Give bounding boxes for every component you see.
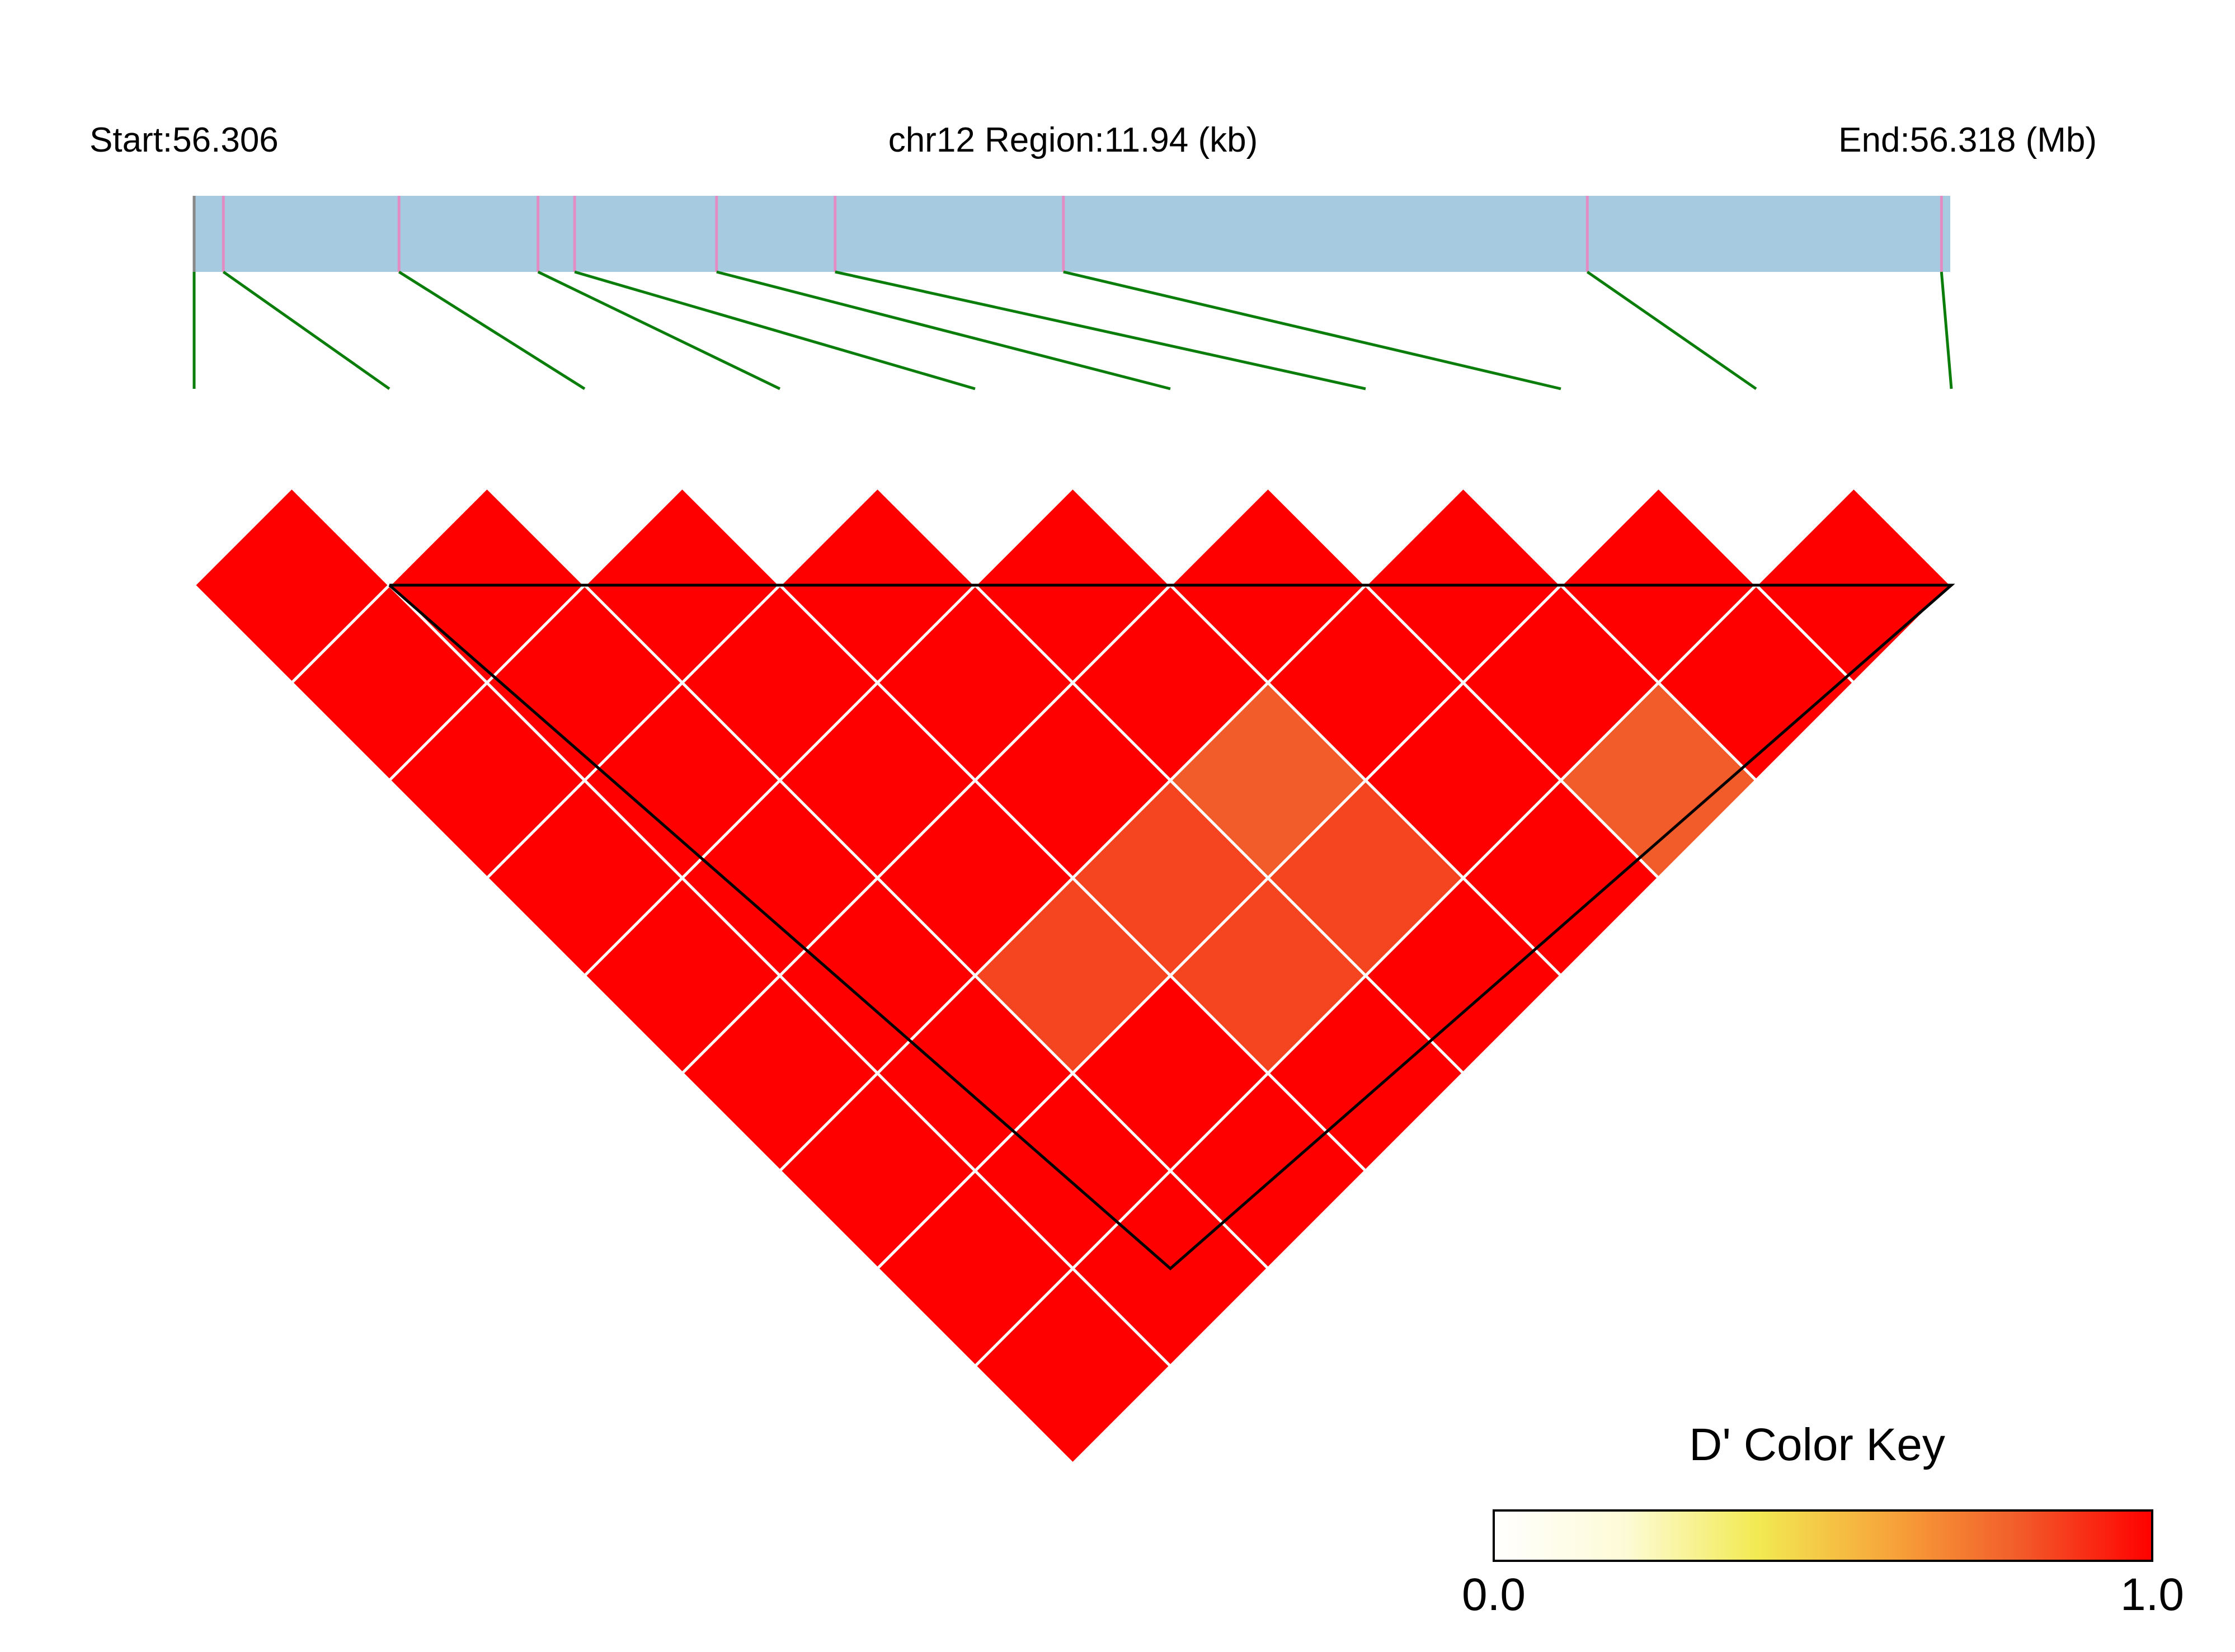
ld-cell <box>973 1266 1173 1466</box>
snp-connector <box>574 270 976 390</box>
snp-connector <box>398 270 586 390</box>
snp-connector <box>222 270 390 390</box>
region-title-label: chr12 Region:11.94 (kb) <box>888 121 1258 159</box>
region-end-label: End:56.318 (Mb) <box>1838 121 2097 159</box>
snp-connector <box>1940 271 1953 389</box>
snp-connector <box>1586 270 1757 390</box>
snp-ticks <box>192 196 1943 272</box>
snp-connector <box>835 270 1366 390</box>
snp-connector <box>716 270 1171 390</box>
color-key-max-label: 1.0 <box>2120 1569 2184 1620</box>
snp-connector-lines <box>192 270 1953 390</box>
snp-connector <box>537 270 781 390</box>
region-bar <box>194 196 1950 272</box>
color-key-title: D' Color Key <box>1689 1419 1945 1470</box>
ld-block-outline <box>388 583 1955 1270</box>
color-key-min-label: 0.0 <box>1462 1569 1526 1620</box>
region-start-label: Start:56.306 <box>90 121 279 159</box>
snp-connector <box>1063 270 1561 390</box>
color-key-bar <box>1493 1509 2153 1562</box>
